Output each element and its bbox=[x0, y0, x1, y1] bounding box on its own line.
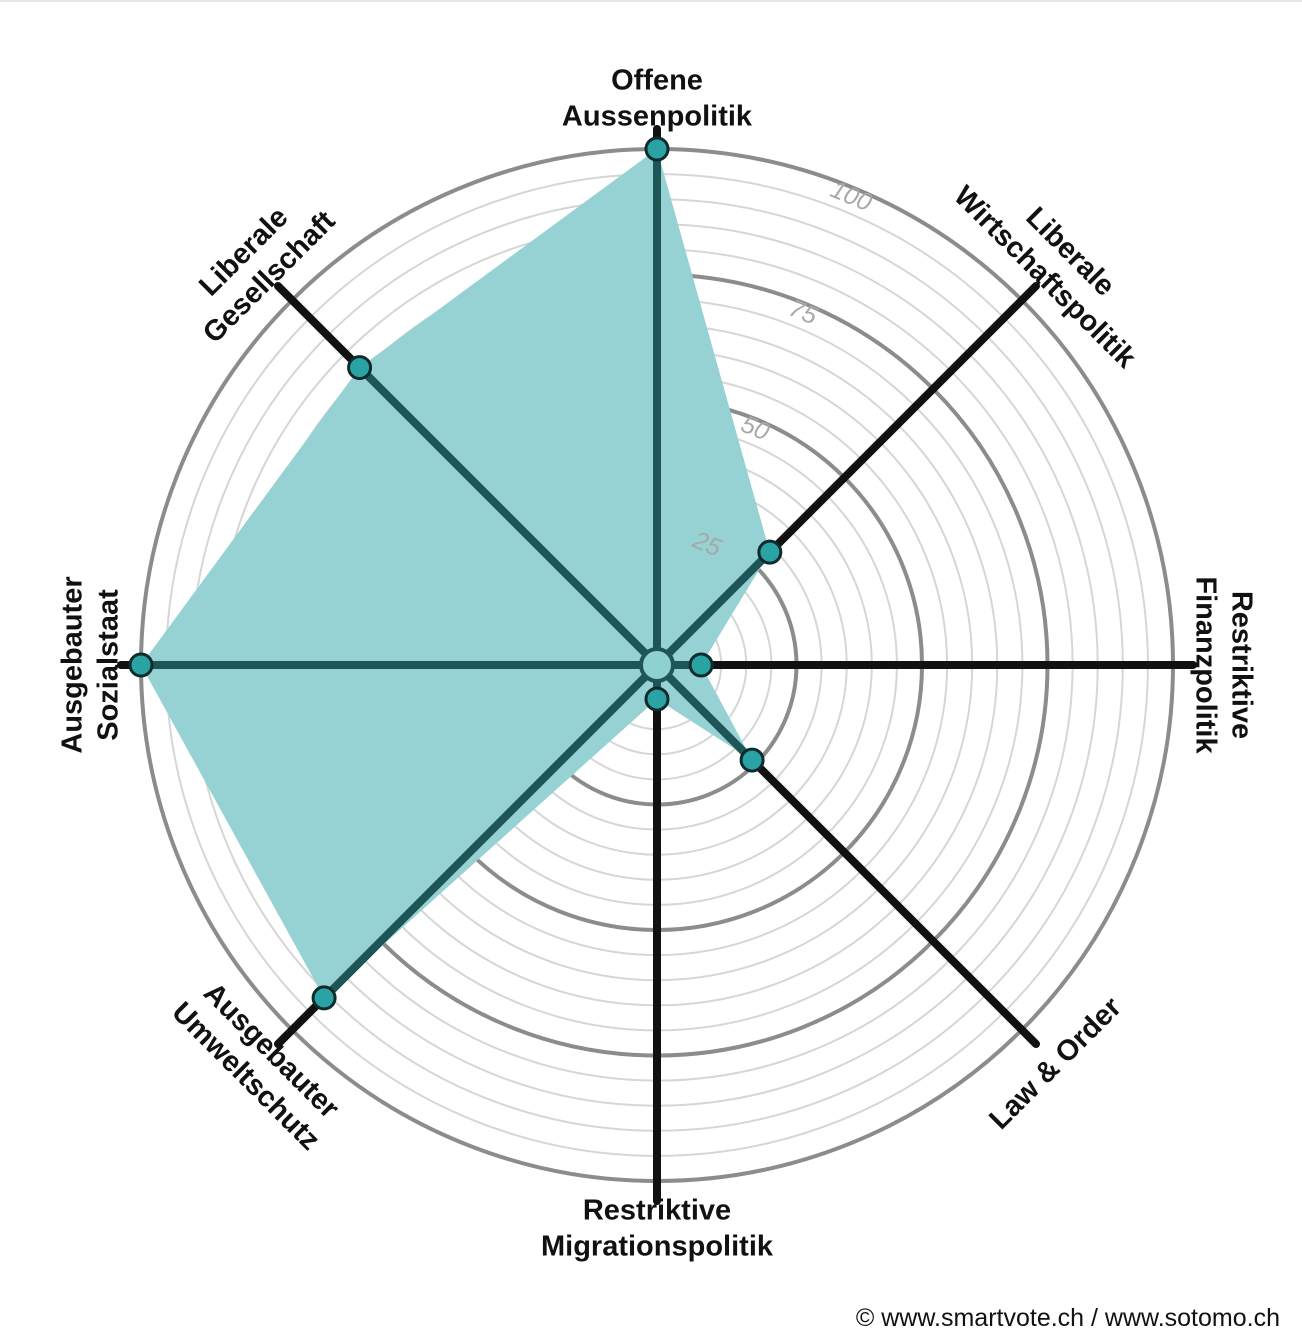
axis-label: Finanzpolitik bbox=[1189, 576, 1221, 754]
axis-value-line bbox=[653, 548, 774, 669]
data-area bbox=[141, 149, 770, 998]
axis-label: Migrationspolitik bbox=[541, 1231, 774, 1263]
axis-label: Ausgebauter bbox=[57, 576, 89, 753]
axis-value-line bbox=[355, 363, 661, 669]
data-point bbox=[688, 652, 714, 678]
center-dot bbox=[639, 647, 675, 683]
axis-label: Restriktive bbox=[583, 1195, 731, 1227]
tick-label: 100 bbox=[827, 175, 876, 217]
axis-label-group: Restriktive Migrationspolitik bbox=[541, 1195, 774, 1263]
data-point bbox=[644, 136, 670, 162]
axis-label-group: Ausgebauter Sozialstaat bbox=[57, 576, 125, 753]
data-point bbox=[311, 985, 337, 1011]
axis-label: Sozialstaat bbox=[93, 589, 125, 741]
axis-label: Aussenpolitik bbox=[562, 101, 753, 133]
copyright-notice: © www.smartvote.ch / www.sotomo.ch bbox=[855, 1304, 1280, 1328]
axis-label: Offene bbox=[611, 65, 703, 97]
axis-value-line bbox=[653, 661, 757, 765]
axis-value-line bbox=[320, 661, 661, 1002]
axis-label: Restriktive bbox=[1225, 591, 1257, 739]
data-point bbox=[739, 747, 765, 773]
data-point bbox=[757, 539, 783, 565]
data-point bbox=[347, 355, 373, 381]
top-divider bbox=[0, 0, 1302, 2]
data-point bbox=[128, 652, 154, 678]
data-point bbox=[644, 686, 670, 712]
axis-label-group: Offene Aussenpolitik bbox=[562, 65, 753, 133]
